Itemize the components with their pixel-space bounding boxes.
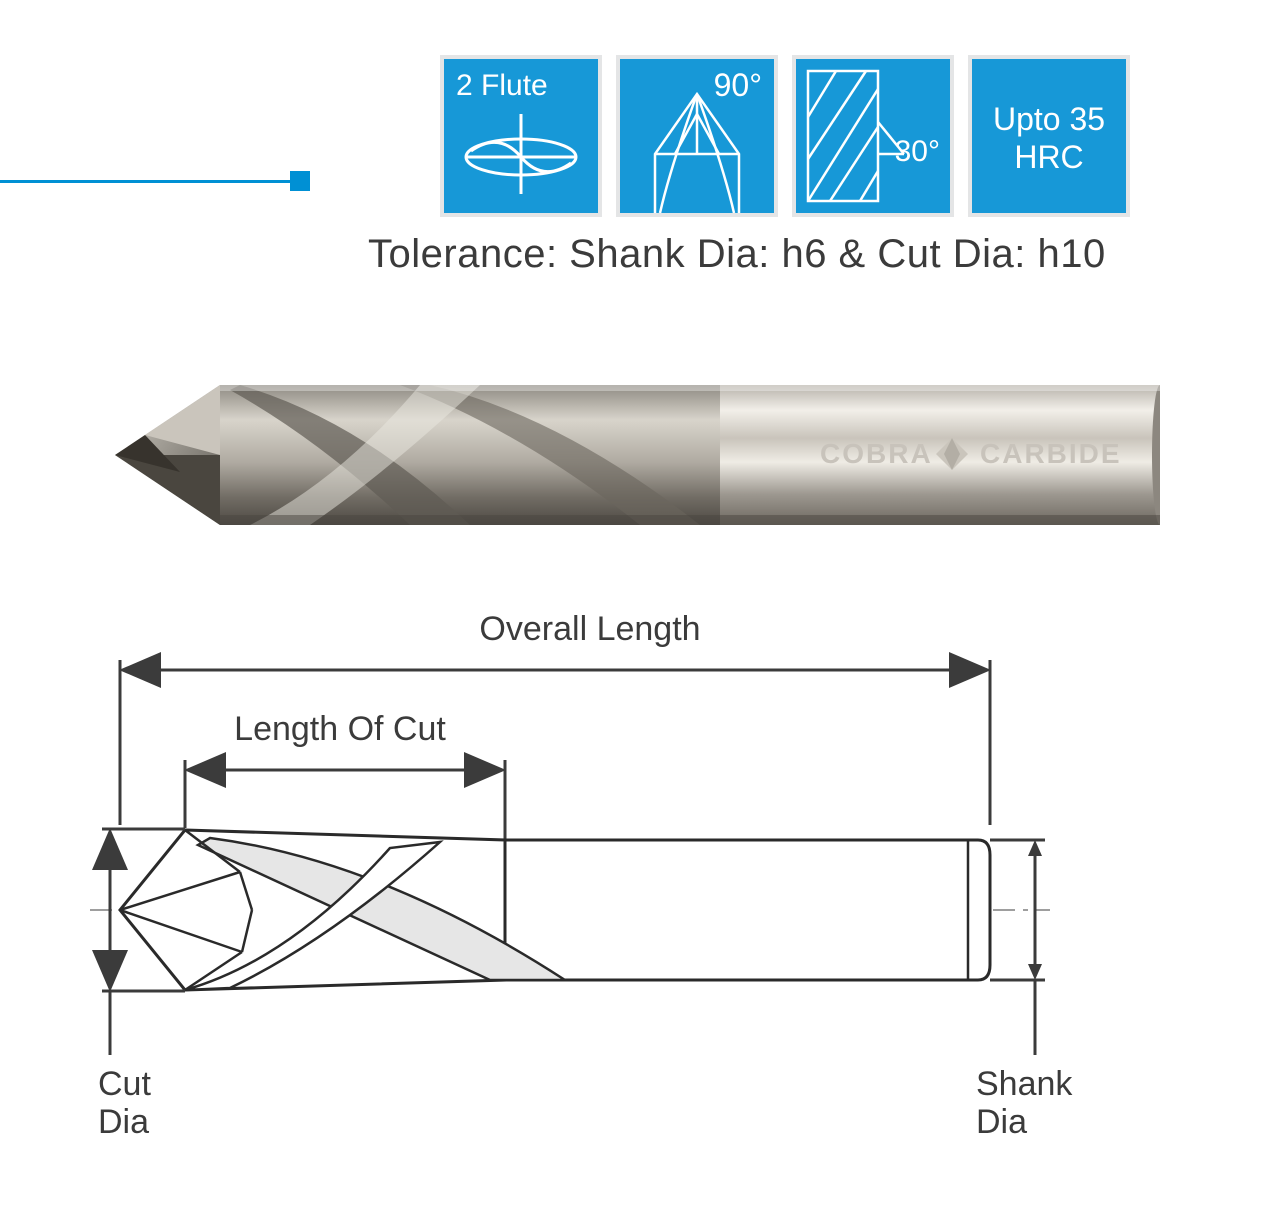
watermark-right: CARBIDE [980,438,1122,470]
spec-icon-helix: 30° [792,55,954,217]
watermark-logo-icon [932,434,972,474]
spec-icon-hrc: Upto 35 HRC [968,55,1130,217]
spec-icon-hrc-line2: HRC [972,139,1126,176]
dimension-diagram: Overall Length Length Of Cut [90,610,1080,1150]
spec-icon-point-label: 90° [714,67,762,104]
length-of-cut-label: Length Of Cut [234,710,446,748]
shank-dia-label-2: Dia [976,1103,1027,1141]
cut-dia-label-1: Cut [98,1065,151,1103]
cut-dia-label-2: Dia [98,1103,149,1141]
spec-icon-flute: 2 Flute [440,55,602,217]
spec-icon-flute-label: 2 Flute [456,69,548,103]
dimension-svg: Overall Length Length Of Cut [90,610,1080,1150]
spec-icons-row: 2 Flute 90° [440,55,1130,217]
spec-icon-hrc-line1: Upto 35 [972,101,1126,138]
watermark-left: COBRA [820,438,933,470]
tolerance-text: Tolerance: Shank Dia: h6 & Cut Dia: h10 [368,232,1106,277]
spec-icon-point: 90° [616,55,778,217]
shank-dia-label-1: Shank [976,1065,1073,1103]
product-photo: COBRA CARBIDE [100,360,1160,550]
header-rule-terminal [290,171,310,191]
overall-length-label: Overall Length [479,610,700,648]
header-rule [0,180,290,183]
spec-icon-helix-label: 30° [895,135,940,169]
